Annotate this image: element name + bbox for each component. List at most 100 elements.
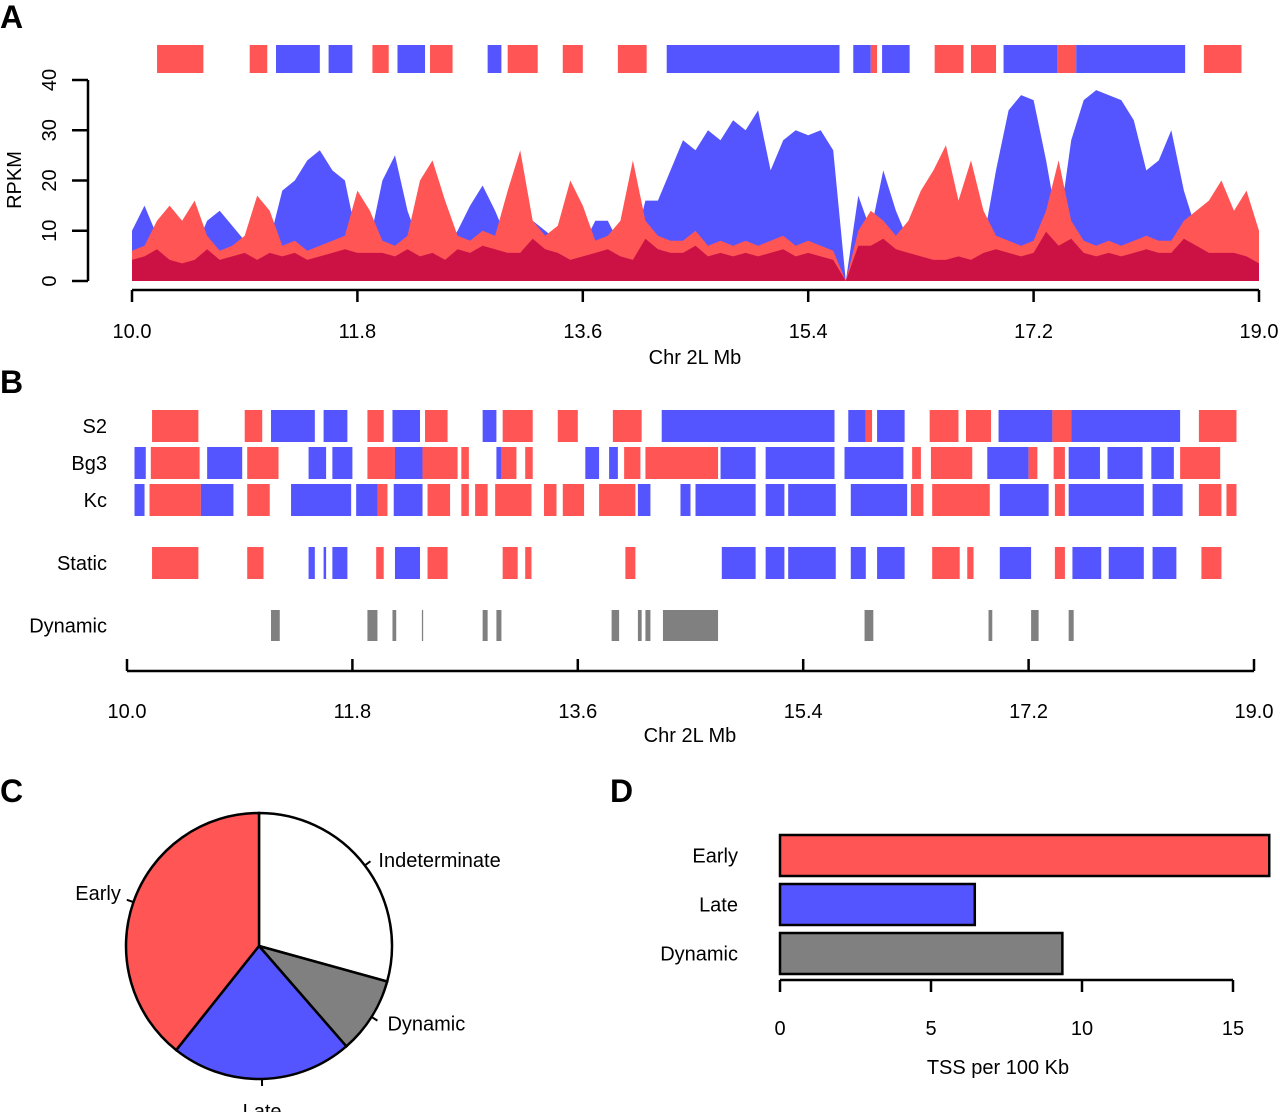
domain-segment-late: [134, 447, 146, 479]
overlap-signal-area: [132, 231, 1259, 281]
x-tick-label: 5: [925, 1018, 936, 1040]
domain-segment-late: [134, 484, 145, 516]
domain-segment-late: [1072, 547, 1102, 579]
y-tick-label: 0: [39, 275, 61, 286]
domain-segment-late: [999, 484, 1049, 516]
pie-label-tick: [126, 898, 134, 904]
domain-segment-early: [1054, 547, 1065, 579]
panel-label-a: A: [0, 0, 23, 35]
bar-early: [778, 833, 1271, 878]
domain-segment-early: [247, 484, 270, 516]
domain-segment-dynamic: [988, 610, 993, 641]
domain-segment-dynamic: [1031, 610, 1039, 641]
domain-segment-early: [525, 447, 533, 479]
domain-segment-late: [609, 447, 618, 479]
domain-segment-early: [525, 547, 532, 579]
top-domain-segment: [430, 45, 453, 73]
domain-segment-late: [1071, 410, 1181, 442]
domain-segment-early: [625, 547, 636, 579]
domain-segment-late: [850, 547, 866, 579]
domain-segment-early: [1180, 447, 1221, 479]
top-domain-segment: [507, 45, 538, 73]
domain-segment-early: [929, 410, 959, 442]
domain-segment-late: [877, 547, 905, 579]
domain-segment-dynamic: [421, 610, 424, 641]
panel-c-pie: Indeterminate Dynamic Late Early: [75, 811, 501, 1112]
y-tick-label: 20: [39, 169, 61, 191]
domain-segment-late: [393, 484, 423, 516]
domain-segment-dynamic: [367, 610, 378, 641]
domain-segment-late: [332, 547, 348, 579]
domain-segment-late: [394, 447, 423, 479]
domain-segment-late: [1108, 547, 1144, 579]
top-domain-segment: [249, 45, 268, 73]
domain-segment-early: [865, 410, 873, 442]
domain-segment-late: [1152, 484, 1183, 516]
domain-segment-early: [461, 447, 469, 479]
panel-label-c: C: [0, 773, 23, 809]
domain-segment-early: [425, 410, 448, 442]
domain-segment-early: [150, 447, 200, 479]
domain-segment-late: [291, 484, 352, 516]
x-tick-label: 0: [774, 1018, 785, 1040]
domain-segment-early: [624, 447, 641, 479]
domain-segment-early: [367, 410, 384, 442]
domain-segment-dynamic: [496, 610, 502, 641]
pie-label-early: Early: [75, 883, 121, 905]
panel-a-rpkm-track: 0 10 20 30 40 10.0 11.8 13.6 15.4 17.2 19.0: [39, 45, 1278, 343]
domain-segment-late: [585, 447, 600, 479]
top-domain-segment: [562, 45, 583, 73]
track-label-static: Static: [57, 553, 107, 575]
domain-segment-dynamic: [482, 610, 488, 641]
top-domain-segment: [328, 45, 353, 73]
domain-segment-early: [645, 447, 719, 479]
domain-segment-late: [788, 484, 836, 516]
panel-b-xlabel: Chr 2L Mb: [644, 725, 737, 747]
domain-segment-early: [1198, 410, 1237, 442]
domain-segment-early: [599, 484, 636, 516]
domain-segment-late: [1152, 547, 1177, 579]
domain-segment-late: [788, 547, 836, 579]
track-label-kc: Kc: [84, 490, 107, 512]
domain-segment-late: [207, 447, 243, 479]
domain-segment-early: [427, 484, 451, 516]
domain-segment-late: [271, 410, 315, 442]
x-tick-label: 10.0: [108, 701, 147, 723]
top-domain-segment: [397, 45, 426, 73]
track-label-s2: S2: [83, 416, 107, 438]
pie-label-dynamic: Dynamic: [387, 1014, 465, 1036]
domain-segment-late: [844, 447, 904, 479]
domain-segment-early: [502, 410, 533, 442]
domain-segment-early: [244, 410, 263, 442]
top-domain-segment: [970, 45, 997, 73]
x-tick-label: 10: [1071, 1018, 1093, 1040]
domain-segment-late: [496, 447, 502, 479]
domain-segment-early: [247, 447, 279, 479]
domain-segment-late: [308, 447, 327, 479]
x-tick-label: 10.0: [113, 321, 152, 343]
pie-label-indeterminate: Indeterminate: [378, 850, 500, 872]
domain-segment-early: [932, 547, 960, 579]
domain-segment-late: [680, 484, 691, 516]
domain-segment-early: [461, 484, 469, 516]
domain-segment-early: [562, 484, 585, 516]
x-tick-label: 11.8: [334, 701, 371, 723]
domain-segment-early: [1052, 410, 1072, 442]
domain-segment-late: [1068, 447, 1100, 479]
domain-segment-dynamic: [662, 610, 719, 641]
panel-d-bars: Early Late Dynamic 0 5 10 15: [660, 833, 1271, 1040]
y-tick-label: 30: [39, 119, 61, 141]
domain-segment-late: [765, 484, 785, 516]
x-tick-label: 17.2: [1014, 321, 1053, 343]
domain-segment-late: [637, 484, 651, 516]
domain-segment-late: [482, 410, 497, 442]
domain-segment-early: [612, 410, 642, 442]
pie-slice-dynamic: [255, 943, 389, 1049]
domain-segment-late: [661, 410, 835, 442]
domain-segment-late: [850, 484, 908, 516]
domain-segment-dynamic: [864, 610, 874, 641]
early-signal-area: [132, 145, 1259, 281]
domain-segment-late: [323, 410, 348, 442]
domain-segment-early: [1054, 484, 1065, 516]
